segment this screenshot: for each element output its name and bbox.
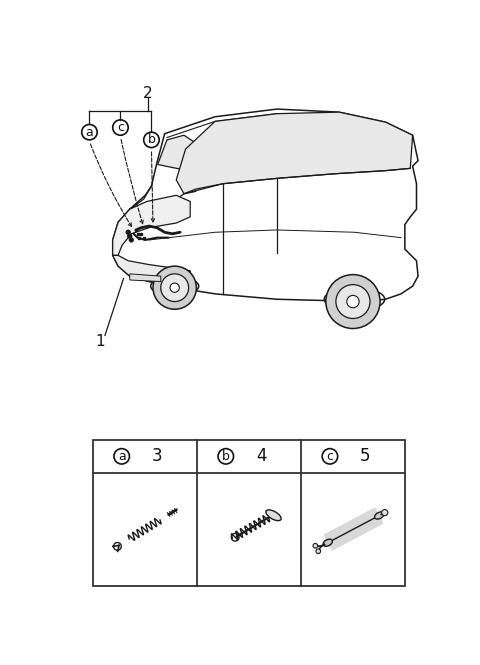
Polygon shape: [113, 255, 190, 284]
Ellipse shape: [266, 510, 281, 521]
Polygon shape: [157, 135, 196, 171]
Bar: [93, 440, 405, 587]
Text: 4: 4: [256, 448, 266, 465]
Ellipse shape: [374, 512, 384, 519]
Polygon shape: [130, 274, 161, 281]
Polygon shape: [176, 112, 413, 194]
Circle shape: [130, 238, 133, 242]
Polygon shape: [113, 196, 190, 255]
Circle shape: [313, 543, 318, 548]
Circle shape: [347, 295, 359, 308]
Circle shape: [153, 266, 196, 309]
Circle shape: [326, 275, 380, 329]
Text: a: a: [118, 450, 126, 463]
Text: b: b: [222, 450, 230, 463]
Circle shape: [128, 234, 132, 238]
Circle shape: [170, 283, 180, 293]
Circle shape: [161, 274, 189, 301]
Circle shape: [382, 509, 388, 515]
Text: a: a: [85, 126, 93, 139]
Text: 1: 1: [96, 334, 105, 349]
Text: 3: 3: [152, 448, 162, 465]
Polygon shape: [113, 109, 418, 301]
Circle shape: [316, 549, 321, 553]
Circle shape: [336, 285, 370, 319]
Circle shape: [126, 230, 130, 234]
Text: 2: 2: [143, 86, 152, 101]
Ellipse shape: [323, 539, 333, 547]
Text: c: c: [117, 121, 124, 134]
Text: c: c: [326, 450, 334, 463]
Text: 5: 5: [360, 448, 371, 465]
Text: b: b: [147, 134, 156, 146]
